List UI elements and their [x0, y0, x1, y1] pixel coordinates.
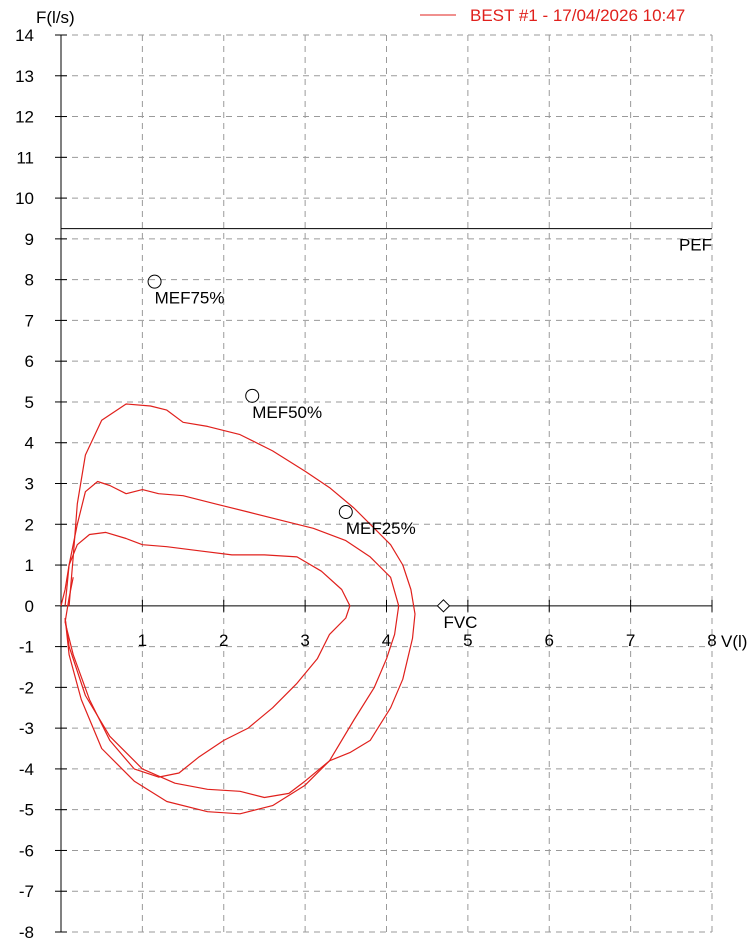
y-tick-label: 1 [25, 556, 34, 575]
x-tick-label: 8 [707, 631, 716, 650]
mef50-marker [245, 388, 260, 403]
grid [61, 34, 713, 933]
y-tick-label: 13 [15, 67, 34, 86]
mef25-label: MEF25% [346, 519, 416, 538]
x-tick-label: 7 [626, 631, 635, 650]
mef75-label: MEF75% [155, 289, 225, 308]
y-tick-label: 0 [25, 597, 34, 616]
y-tick-label: -3 [19, 719, 34, 738]
y-tick-label: 10 [15, 189, 34, 208]
x-tick-label: 2 [219, 631, 228, 650]
y-tick-label: -7 [19, 882, 34, 901]
y-tick-label: -1 [19, 638, 34, 657]
y-tick-label: 6 [25, 352, 34, 371]
mef50-label: MEF50% [252, 403, 322, 422]
pef-reference: PEF [61, 228, 712, 255]
y-tick-label: 4 [25, 434, 34, 453]
y-tick-label: -4 [19, 760, 34, 779]
x-tick-label: 4 [382, 631, 391, 650]
y-tick-label: 7 [25, 311, 34, 330]
flow-volume-curves [60, 403, 416, 815]
mef75-marker [147, 274, 162, 289]
y-tick-label: -8 [19, 923, 34, 942]
y-tick-label: -6 [19, 841, 34, 860]
y-tick-label: 12 [15, 108, 34, 127]
flow-volume-curve-3 [60, 531, 351, 778]
x-tick-label: 5 [463, 631, 472, 650]
y-tick-label: 8 [25, 271, 34, 290]
y-tick-label: 3 [25, 475, 34, 494]
flow-volume-curve-1 [64, 403, 416, 799]
x-tick-label: 6 [545, 631, 554, 650]
fvc-label: FVC [443, 613, 477, 632]
y-tick-label: 11 [16, 148, 34, 167]
y-axis-label: F(l/s) [36, 8, 75, 27]
markers: MEF75% MEF50% MEF25% FVC [147, 274, 477, 632]
fvc-marker [436, 599, 451, 613]
legend: BEST #1 - 17/04/2026 10:47 [420, 6, 685, 25]
y-tick-label: -2 [19, 678, 34, 697]
mef25-marker [338, 505, 353, 520]
x-tick-label: 3 [300, 631, 309, 650]
x-tick-label: 1 [138, 631, 147, 650]
pef-label: PEF [679, 236, 712, 255]
x-axis-label: V(l) [721, 632, 747, 651]
flow-volume-curve-2 [64, 480, 400, 815]
y-tick-label: -5 [19, 801, 34, 820]
axes [55, 34, 713, 933]
y-tick-label: 9 [25, 230, 34, 249]
y-tick-label: 5 [25, 393, 34, 412]
legend-entry: BEST #1 - 17/04/2026 10:47 [470, 6, 685, 25]
y-tick-label: 2 [25, 515, 34, 534]
y-tick-label: 14 [15, 26, 34, 45]
x-tick-labels: 1 2 3 4 5 6 7 8 [138, 631, 717, 650]
